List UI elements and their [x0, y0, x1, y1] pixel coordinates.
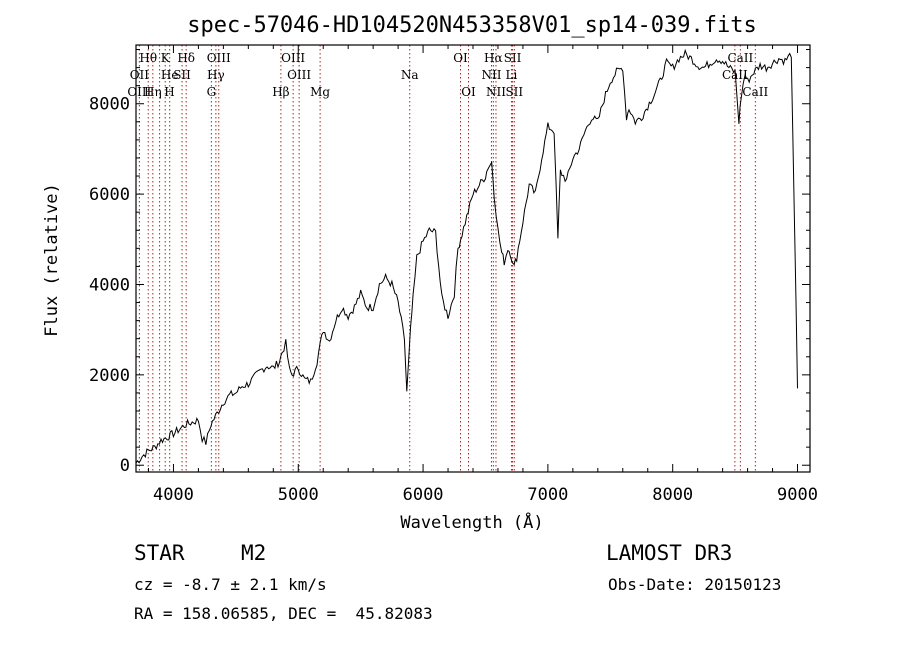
line-label: H — [164, 85, 174, 99]
line-label: Mg — [310, 85, 330, 99]
x-tick-label: 6000 — [403, 485, 444, 505]
redshift-velocity: cz = -8.7 ± 2.1 km/s — [134, 575, 327, 594]
y-tick-label: 2000 — [89, 366, 130, 386]
line-label: Hδ — [177, 51, 195, 65]
line-label: K — [161, 51, 171, 65]
line-label: He — [161, 68, 179, 82]
object-subclass: M2 — [241, 541, 267, 565]
y-tick-label: 6000 — [89, 185, 130, 205]
line-label: OI — [461, 85, 476, 99]
line-label: NII — [481, 68, 501, 82]
x-tick-label: 8000 — [652, 485, 693, 505]
y-tick-label: 8000 — [89, 95, 130, 115]
x-axis-label: Wavelength (Å) — [400, 511, 543, 533]
line-label: Hη — [144, 85, 162, 99]
survey-name: LAMOST DR3 — [606, 541, 733, 565]
x-tick-label: 4000 — [153, 485, 194, 505]
line-label: Hα — [484, 51, 503, 65]
line-label: OIII — [287, 68, 311, 82]
x-tick-label: 9000 — [777, 485, 818, 505]
line-label: OII — [130, 68, 150, 82]
line-label: Hβ — [272, 85, 289, 99]
spectrum-line — [135, 48, 798, 464]
line-label: CaII — [742, 85, 768, 99]
spectrum-series — [135, 48, 798, 464]
chart-title: spec-57046-HD104520N453358V01_sp14-039.f… — [187, 13, 757, 38]
ra-dec-coordinates: RA = 158.06585, DEC = 45.82083 — [134, 604, 433, 623]
line-label: SII — [505, 85, 523, 99]
object-class: STAR — [134, 541, 185, 565]
line-label: OI — [453, 51, 468, 65]
line-label: SII — [173, 68, 191, 82]
observation-date: Obs-Date: 20150123 — [608, 575, 782, 594]
line-label: Na — [401, 68, 419, 82]
x-tick-label: 5000 — [278, 485, 319, 505]
line-label: Hγ — [207, 68, 225, 82]
line-label: CaII — [727, 51, 753, 65]
line-label: Hθ — [139, 51, 157, 65]
y-tick-label: 4000 — [89, 275, 130, 295]
line-label: OIII — [281, 51, 305, 65]
line-label: NII — [486, 85, 506, 99]
line-label: G — [207, 85, 217, 99]
plot-frame — [135, 44, 811, 473]
line-label: SII — [504, 51, 522, 65]
line-label: OIII — [127, 85, 151, 99]
line-label: OIII — [207, 51, 231, 65]
y-axis-label: Flux (relative) — [42, 183, 62, 337]
y-tick-label: 0 — [120, 456, 130, 476]
x-tick-label: 7000 — [527, 485, 568, 505]
axis-ticks: 4000 5000 6000 7000 8000 9000 0 2000 4000 6000 800… — [89, 45, 818, 505]
line-label: Li — [506, 68, 518, 82]
